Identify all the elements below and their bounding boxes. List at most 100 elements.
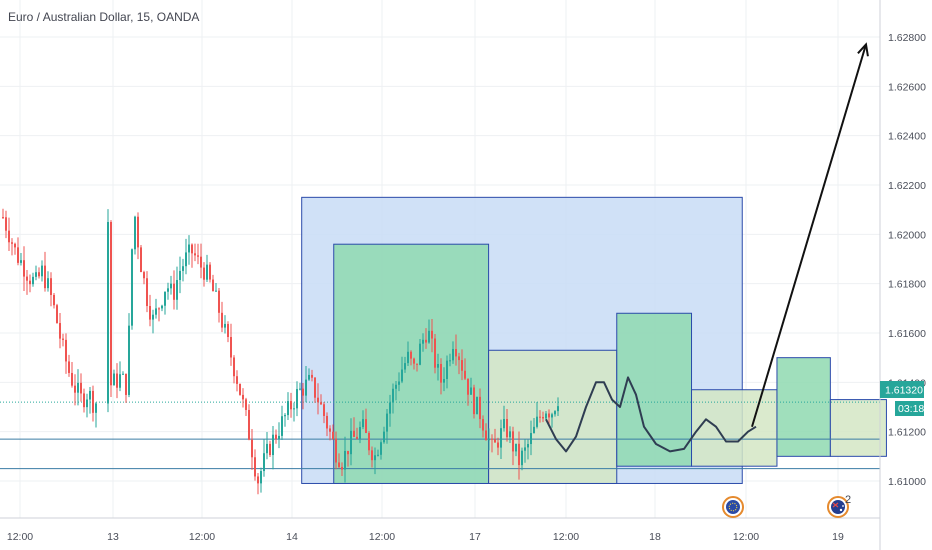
range-rectangle[interactable] [829,399,887,457]
candle-body [278,435,280,439]
candle-body [512,431,514,452]
candle-body [245,399,247,410]
candle-body [161,305,163,309]
candle-body [308,374,310,380]
candle-body [383,431,385,443]
arrow-head[interactable] [857,42,869,57]
candle-body [68,361,70,373]
candle-body [140,247,142,273]
candle-body [254,457,256,477]
au-event-count: 2 [845,494,851,506]
candle-body [284,415,286,417]
candle-body [56,305,58,324]
current-price-label: 1.61320 03:18 [880,381,924,416]
range-rectangle[interactable] [691,389,778,467]
au-flag-icon[interactable] [827,496,849,518]
candle-body [392,388,394,403]
candle-body [233,357,235,377]
time-tick-label: 14 [286,531,298,543]
candle-body [398,381,400,385]
candle-body [440,363,442,383]
candle-body [449,360,451,362]
range-rectangle[interactable] [776,357,831,457]
candle-body [95,403,97,413]
candle-body [548,413,550,418]
candle-body [539,416,541,418]
candle-body [401,369,403,382]
candle-body [425,339,427,343]
horizontal-lines[interactable] [0,401,880,470]
candle-body [530,433,532,445]
candle-body [374,455,376,461]
candle-body [236,376,238,384]
candle-body [545,413,547,419]
candle-body [464,370,466,379]
price-axis[interactable]: 1.62800 1.62600 1.62400 1.62200 1.62000 1.618… [888,32,926,488]
candle-body [242,394,244,400]
candle-body [443,378,445,383]
eu-flag-icon[interactable] [722,496,744,518]
candle-body [476,396,478,415]
candle-body [341,466,343,470]
candle-body [122,373,124,375]
candle-body [44,265,46,289]
candle-body [428,330,430,343]
candle-body [272,434,274,456]
candle-body [191,244,193,254]
candle-body [338,462,340,467]
range-rectangle[interactable] [616,312,693,467]
time-tick-label: 12:00 [369,531,395,543]
chart-title: Euro / Australian Dollar, 15, OANDA [8,10,199,24]
forecast-arrow[interactable] [751,42,869,428]
candle-body [335,438,337,463]
candle-body [437,363,439,368]
candle-body [26,276,28,281]
candle-body [434,338,436,368]
candle-body [41,265,43,277]
candle-body [329,428,331,432]
price-tick-label: 1.62800 [888,32,926,44]
price-tick-label: 1.62200 [888,180,926,192]
countdown-badge [895,401,924,416]
time-axis[interactable]: 12:00 13 12:00 14 12:00 17 12:00 18 12:00 19 [7,531,844,543]
price-tick-label: 1.61200 [888,427,926,439]
candle-body [119,374,121,388]
candle-body [215,290,217,292]
candle-body [197,255,199,257]
candle-body [479,396,481,420]
candle-body [248,409,250,440]
price-tick-label: 1.61000 [888,476,926,488]
arrow-line[interactable] [751,44,867,428]
candle-body [47,278,49,289]
candle-body [431,330,433,339]
candle-body [269,443,271,456]
time-tick-label: 12:00 [553,531,579,543]
forecast-path[interactable] [545,376,757,453]
candle-body [158,308,160,310]
candle-body [353,430,355,437]
candle-body [380,442,382,455]
candle-body [92,390,94,413]
candle-body [11,242,13,244]
candle-body [386,413,388,432]
candle-body [326,415,328,429]
candle-body [230,337,232,358]
candle-body [461,360,463,371]
candle-body [470,387,472,395]
candle-body [62,338,64,340]
candle-body [209,264,211,280]
candle-body [224,323,226,328]
candle-body [344,450,346,470]
candle-body [509,431,511,438]
candle-body [110,222,112,386]
candle-body [128,325,130,395]
candle-body [38,272,40,277]
candle-body [152,314,154,320]
candle-body [413,358,415,364]
candle-body [494,439,496,443]
candle-body [107,222,109,404]
candle-body [497,442,499,448]
forecast-curve[interactable] [545,376,757,453]
